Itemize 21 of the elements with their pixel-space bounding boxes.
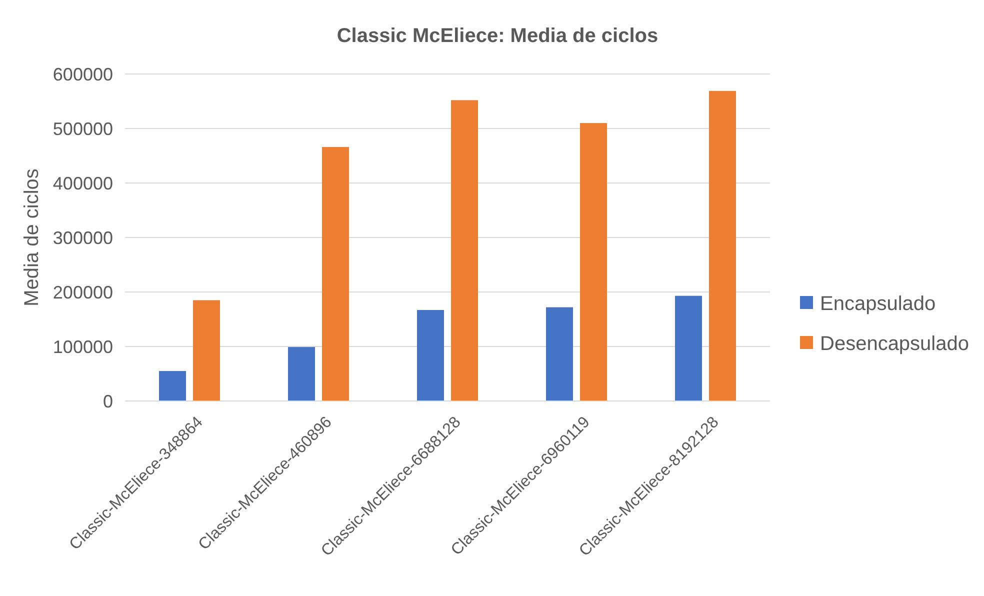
bar [417, 310, 444, 401]
bar [709, 90, 736, 401]
y-tick-label: 0 [102, 391, 113, 412]
y-axis-title: Media de ciclos [21, 168, 43, 306]
bar [675, 296, 702, 401]
y-tick-label: 200000 [52, 282, 113, 302]
legend-label: Desencapsulado [820, 333, 969, 355]
bar [546, 307, 573, 401]
bar [159, 371, 186, 401]
legend-label: Encapsulado [820, 293, 936, 315]
y-tick-label: 500000 [52, 118, 113, 139]
bar [451, 100, 478, 401]
bar [322, 147, 349, 401]
bar [288, 347, 315, 401]
y-tick-label: 600000 [52, 64, 113, 84]
chart-title: Classic McEliece: Media de ciclos [336, 25, 658, 47]
y-tick-label: 400000 [52, 173, 113, 194]
bar [193, 300, 220, 401]
y-tick-label: 100000 [52, 336, 113, 357]
y-tick-label: 300000 [52, 228, 113, 248]
bar [580, 123, 607, 401]
